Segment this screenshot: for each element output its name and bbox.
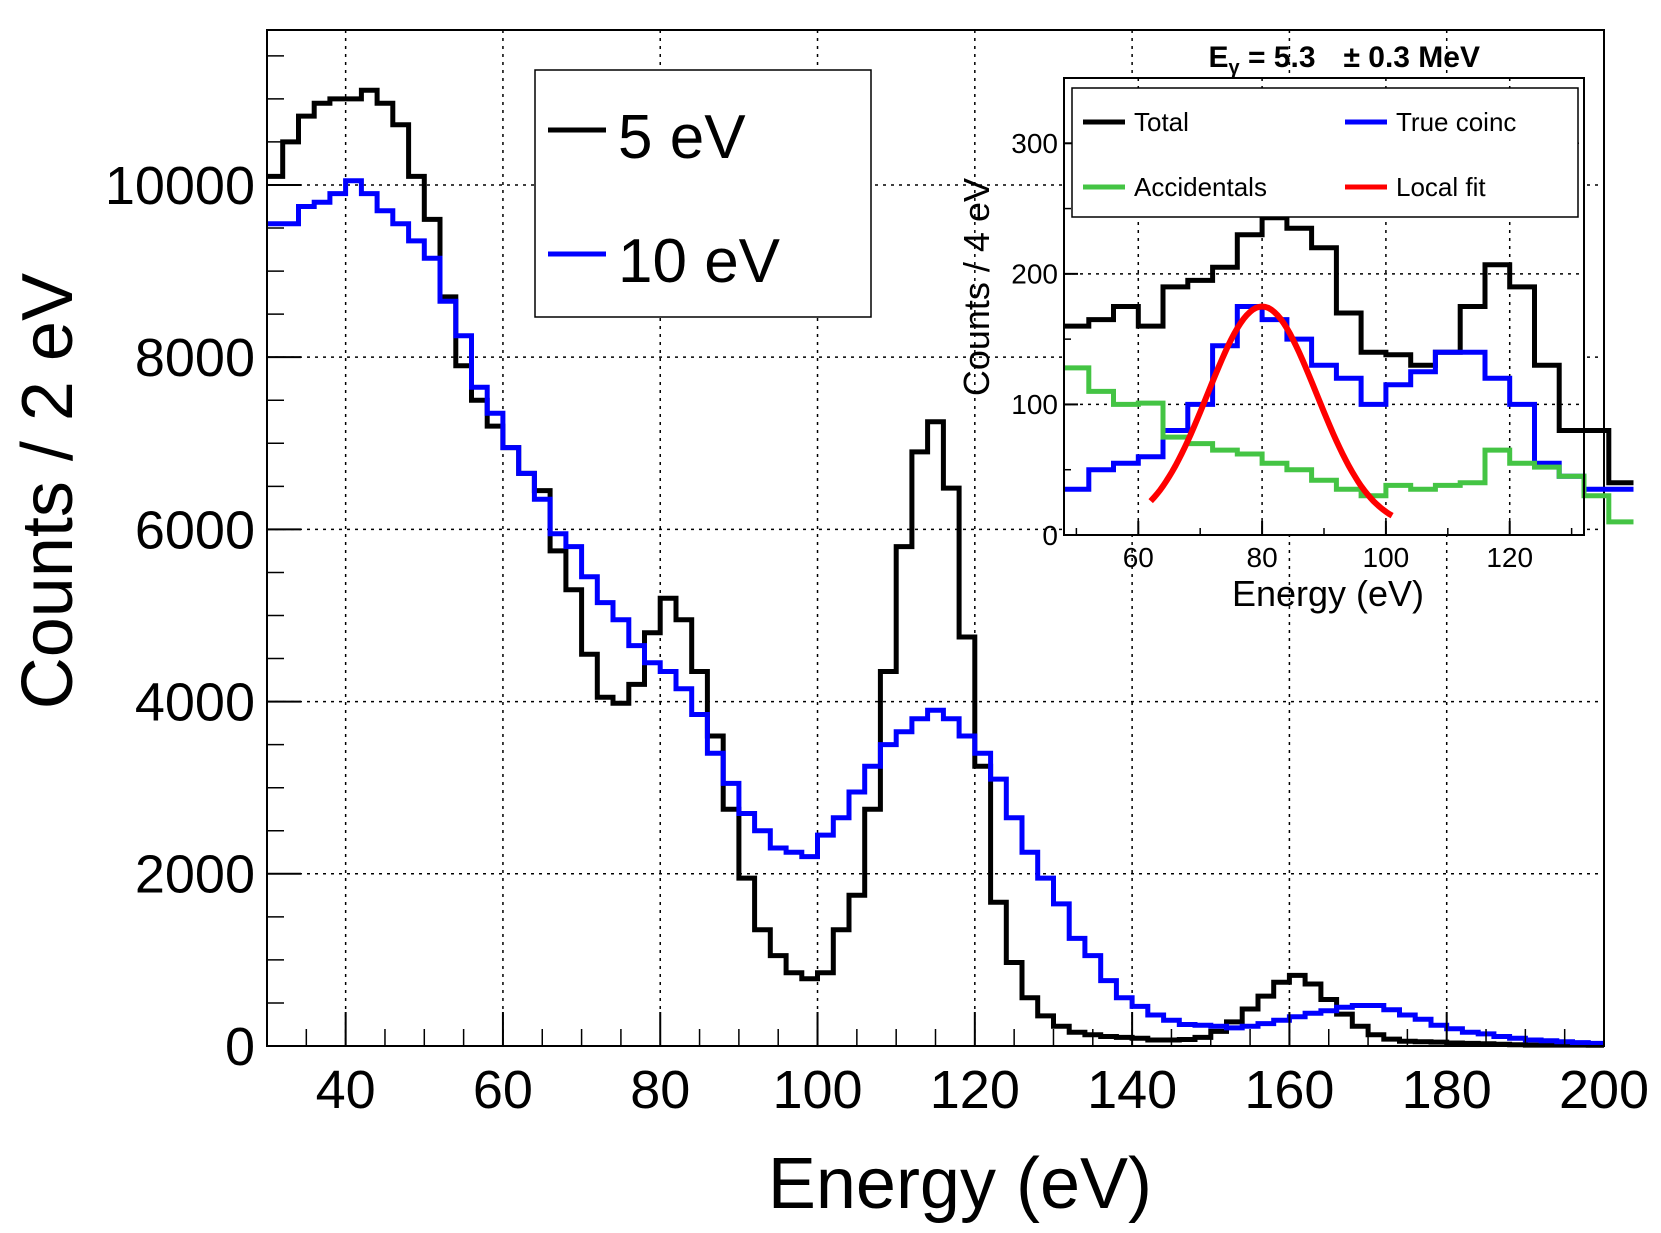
main-x-tick-label: 200 [1559, 1060, 1649, 1120]
inset-series-true-coinc [1064, 304, 1634, 492]
inset-legend-label-local-fit: Local fit [1396, 172, 1486, 202]
main-tick-labels: 40 60 80 100 120 140 160 180 2000200040006000800… [105, 156, 1649, 1120]
inset-legend-label-accidentals: Accidentals [1134, 172, 1267, 202]
main-ticks [266, 55, 1605, 1047]
main-y-tick-label: 4000 [135, 672, 255, 732]
inset-series-accidentals [1064, 365, 1634, 525]
main-y-tick-label: 10000 [105, 156, 255, 216]
main-x-tick-label: 180 [1402, 1060, 1492, 1120]
main-x-tick-label: 100 [772, 1060, 862, 1120]
inset-y-tick-label: 200 [1011, 259, 1058, 290]
main-x-tick-label: 80 [630, 1060, 690, 1120]
inset-title-main: E [1208, 41, 1228, 74]
inset-title-uncertainty: ± 0.3 MeV [1343, 41, 1480, 74]
inset-x-tick-label: 100 [1363, 542, 1410, 573]
main-y-tick-label: 2000 [135, 845, 255, 905]
inset-legend-label-total: Total [1134, 107, 1189, 137]
main-x-tick-label: 60 [473, 1060, 533, 1120]
inset-legend-label-true-coinc: True coinc [1396, 107, 1516, 137]
main-series [267, 87, 1604, 1048]
inset-series-total [1064, 215, 1634, 486]
inset-series-local-fit [1148, 303, 1394, 519]
main-series-5-ev [267, 87, 1604, 1048]
inset-legend: Total True coinc Accidentals Local fit [1071, 87, 1579, 218]
main-x-tick-label: 140 [1087, 1060, 1177, 1120]
inset-x-tick-label: 60 [1123, 542, 1154, 573]
inset-y-tick-label: 300 [1011, 128, 1058, 159]
inset-x-axis-label: Energy (eV) [1232, 573, 1424, 614]
main-y-tick-label: 6000 [135, 500, 255, 560]
main-x-tick-label: 40 [316, 1060, 376, 1120]
inset-legend-box [1071, 87, 1579, 218]
inset-y-axis-label: Counts / 4 eV [956, 178, 997, 396]
inset-y-tick-label: 0 [1042, 520, 1058, 551]
inset-x-tick-label: 120 [1486, 542, 1533, 573]
legend-label-10ev: 10 eV [618, 227, 781, 296]
main-legend-box [534, 69, 872, 318]
inset-title: Eγ = 5.3 [1208, 41, 1315, 79]
main-series-10-ev [267, 178, 1604, 1046]
main-legend: 5 eV 10 eV [534, 69, 872, 318]
inset-x-tick-label: 80 [1247, 542, 1278, 573]
main-y-tick-label: 0 [225, 1017, 255, 1077]
main-y-tick-label: 8000 [135, 328, 255, 388]
main-x-axis-label: Energy (eV) [768, 1144, 1152, 1224]
inset-series [1064, 215, 1634, 525]
main-x-tick-label: 120 [930, 1060, 1020, 1120]
inset-y-tick-label: 100 [1011, 389, 1058, 420]
inset-tick-labels: 60 80 100 120 0 100 200 300 [1011, 128, 1533, 573]
main-x-tick-label: 160 [1244, 1060, 1334, 1120]
main-y-axis-label: Counts / 2 eV [8, 273, 88, 709]
legend-label-5ev: 5 eV [618, 103, 746, 172]
inset-title-rest: = 5.3 [1240, 41, 1316, 74]
inset-title-sub: γ [1228, 57, 1240, 79]
